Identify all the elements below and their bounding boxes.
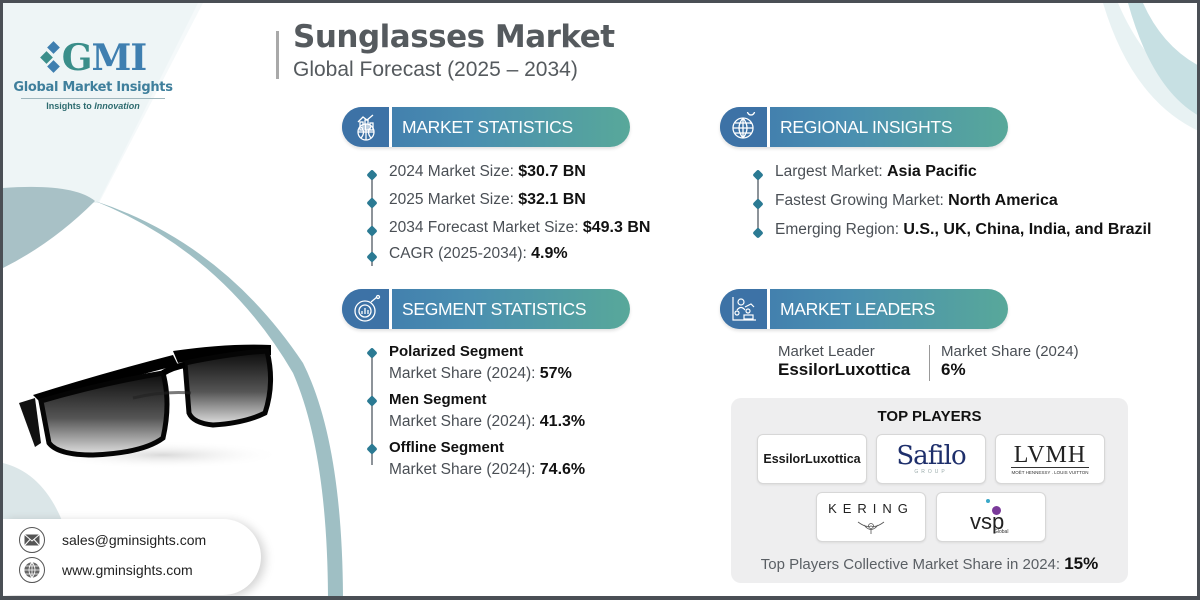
globe-chart-icon bbox=[342, 107, 392, 147]
lvmh-logo: LVMH MOËT HENNESSY . LOUIS VUITTON bbox=[995, 434, 1105, 484]
market-leader: Market Leader EssilorLuxottica bbox=[778, 343, 911, 379]
market-statistics-header: MARKET STATISTICS bbox=[342, 107, 630, 147]
market-leaders-label: MARKET LEADERS bbox=[780, 298, 935, 319]
logo-company-name: Global Market Insights bbox=[13, 80, 173, 95]
email-icon bbox=[19, 527, 45, 553]
list-item: Offline Segment bbox=[366, 439, 585, 457]
market-leader-share: Market Share (2024) 6% bbox=[941, 343, 1079, 379]
pie-chart-icon bbox=[342, 289, 392, 329]
regional-insights-label: REGIONAL INSIGHTS bbox=[780, 116, 953, 137]
list-item: Market Share (2024): 57% bbox=[389, 365, 572, 382]
top-players-title: TOP PLAYERS bbox=[877, 408, 982, 425]
list-item: Largest Market: Asia Pacific bbox=[752, 163, 1151, 181]
sunglasses-image bbox=[19, 344, 283, 469]
kering-owl-icon bbox=[857, 521, 885, 534]
top-players-share: Top Players Collective Market Share in 2… bbox=[760, 554, 1099, 573]
list-item: Fastest Growing Market: North America bbox=[752, 192, 1151, 210]
safilo-logo: Safilo GROUP bbox=[876, 434, 986, 484]
logo-tagline: Insights to Innovation bbox=[46, 101, 140, 111]
market-leaders-header: MARKET LEADERS bbox=[720, 289, 1008, 329]
list-item: Emerging Region: U.S., UK, China, India,… bbox=[752, 221, 1151, 239]
contact-email[interactable]: sales@gminsights.com bbox=[19, 527, 206, 553]
list-item: CAGR (2025-2034): 4.9% bbox=[366, 245, 650, 263]
segment-statistics-list: Polarized Segment Market Share (2024): 5… bbox=[366, 343, 586, 479]
globe-pin-icon bbox=[720, 107, 770, 147]
leaders-chart-icon bbox=[720, 289, 770, 329]
regional-insights-header: REGIONAL INSIGHTS bbox=[720, 107, 1008, 147]
vsp-global-logo: vsp Global bbox=[936, 492, 1046, 542]
market-statistics-list: 2024 Market Size: $30.7 BN 2025 Market S… bbox=[366, 163, 650, 266]
page-title: Sunglasses Market bbox=[293, 19, 615, 55]
list-item: Market Share (2024): 74.6% bbox=[389, 461, 586, 478]
leader-divider bbox=[929, 345, 930, 381]
page-subtitle: Global Forecast (2025 – 2034) bbox=[293, 58, 578, 81]
gmi-logo: GMI Global Market Insights Insights to I… bbox=[13, 39, 173, 111]
title-divider bbox=[276, 31, 279, 79]
globe-icon bbox=[19, 557, 45, 583]
list-item: 2024 Market Size: $30.7 BN bbox=[366, 163, 650, 181]
list-item: 2025 Market Size: $32.1 BN bbox=[366, 191, 650, 209]
kering-logo: KERING bbox=[816, 492, 926, 542]
market-statistics-label: MARKET STATISTICS bbox=[402, 116, 573, 137]
list-item: Men Segment bbox=[366, 391, 585, 409]
regional-insights-list: Largest Market: Asia Pacific Fastest Gro… bbox=[752, 163, 1151, 239]
segment-statistics-label: SEGMENT STATISTICS bbox=[402, 298, 587, 319]
list-item: 2034 Forecast Market Size: $49.3 BN bbox=[366, 219, 650, 237]
segment-statistics-header: SEGMENT STATISTICS bbox=[342, 289, 630, 329]
list-item: Polarized Segment bbox=[366, 343, 585, 361]
logo-diamond-icon bbox=[39, 41, 60, 73]
contact-website[interactable]: www.gminsights.com bbox=[19, 557, 193, 583]
essilorluxottica-logo: EssilorLuxottica bbox=[757, 434, 867, 484]
top-players-panel: TOP PLAYERS EssilorLuxottica Safilo GROU… bbox=[731, 398, 1128, 583]
list-item: Market Share (2024): 41.3% bbox=[389, 413, 586, 430]
contact-card: sales@gminsights.com www.gminsights.com bbox=[3, 519, 261, 595]
logo-wordmark: GMI bbox=[61, 37, 147, 79]
